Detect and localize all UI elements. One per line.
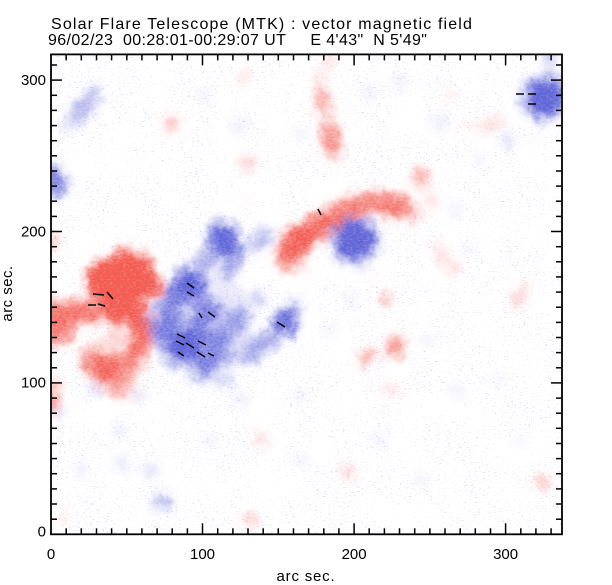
svg-text:100: 100 <box>21 375 46 392</box>
svg-text:300: 300 <box>493 546 518 563</box>
svg-text:0: 0 <box>38 523 46 540</box>
svg-text:96/02/23 00:28:01-00:29:07 UT: 96/02/23 00:28:01-00:29:07 UT E 4'43" N … <box>48 32 427 49</box>
svg-text:100: 100 <box>190 546 215 563</box>
svg-text:arc sec.: arc sec. <box>0 265 16 321</box>
svg-text:200: 200 <box>342 546 367 563</box>
svg-text:0: 0 <box>47 546 55 563</box>
svg-text:200: 200 <box>21 223 46 240</box>
svg-text:Solar Flare Telescope (MTK) :: Solar Flare Telescope (MTK) : vector mag… <box>51 16 473 33</box>
svg-text:300: 300 <box>21 72 46 89</box>
svg-text:arc sec.: arc sec. <box>277 568 336 585</box>
